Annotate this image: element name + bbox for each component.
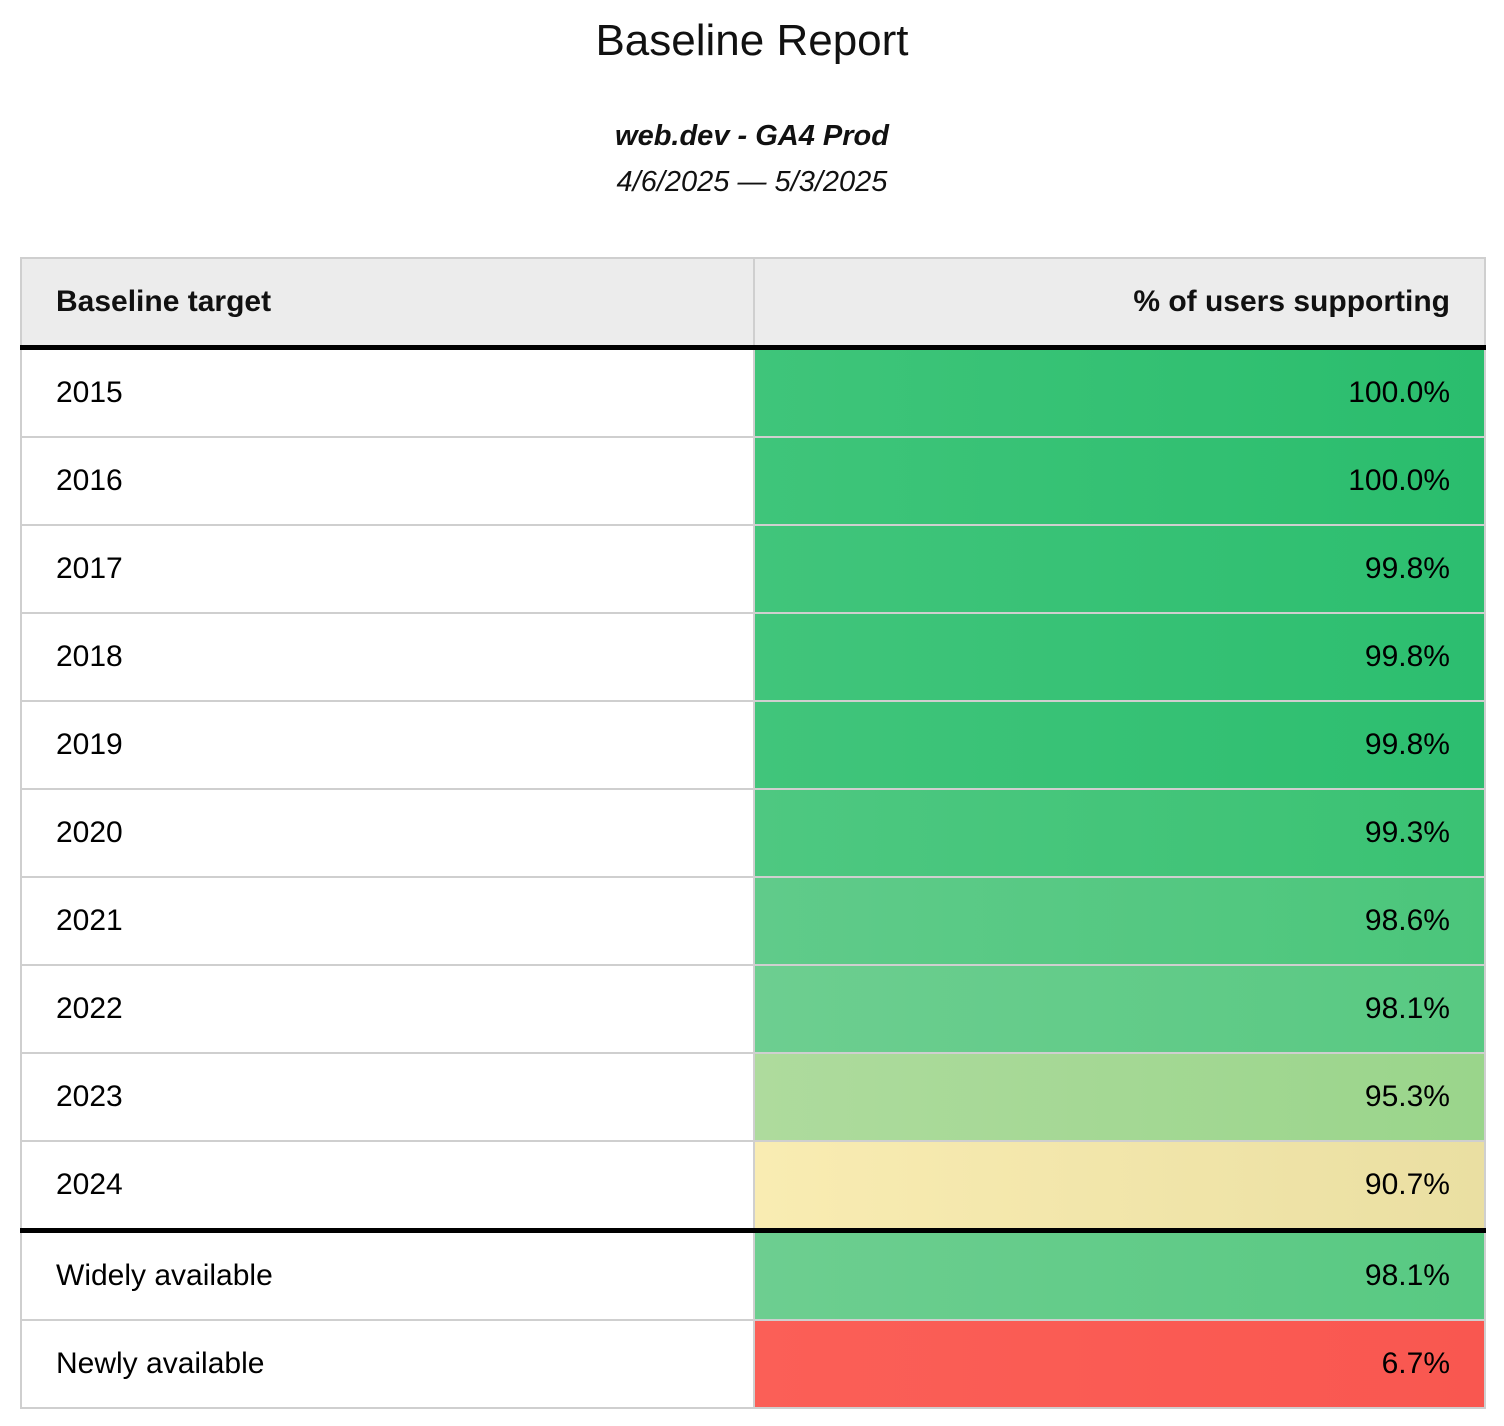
table-header-row: Baseline target % of users supporting	[21, 258, 1485, 351]
baseline-target-cell: Newly available	[21, 1319, 755, 1409]
table-header: Baseline target % of users supporting	[21, 258, 1485, 351]
baseline-target-cell: 2020	[21, 788, 755, 878]
table-row: Newly available 6.7%	[21, 1319, 1485, 1409]
table-row: 2024 90.7%	[21, 1140, 1485, 1231]
table-row: 2021 98.6%	[21, 876, 1485, 966]
table-row: 2015 100.0%	[21, 347, 1485, 438]
baseline-target-cell: 2022	[21, 964, 755, 1054]
baseline-target-cell: 2023	[21, 1052, 755, 1142]
percent-value-cell: 100.0%	[754, 347, 1485, 438]
percent-value-cell: 98.6%	[754, 876, 1485, 966]
baseline-target-cell: 2021	[21, 876, 755, 966]
baseline-target-cell: 2017	[21, 524, 755, 614]
report-date-range: 4/6/2025 — 5/3/2025	[616, 166, 888, 199]
table-row: 2019 99.8%	[21, 700, 1485, 790]
column-header-percent-users-supporting: % of users supporting	[754, 258, 1485, 351]
percent-value-cell: 99.8%	[754, 700, 1485, 790]
percent-value-cell: 95.3%	[754, 1052, 1485, 1142]
percent-value-cell: 99.3%	[754, 788, 1485, 878]
table-body: 2015 100.0% 2016 100.0% 2017 99.8% 2018 …	[21, 347, 1485, 1409]
baseline-target-cell: 2015	[21, 347, 755, 438]
baseline-table: Baseline target % of users supporting 20…	[20, 257, 1486, 1410]
percent-value-cell: 6.7%	[754, 1319, 1485, 1409]
percent-value-cell: 98.1%	[754, 964, 1485, 1054]
baseline-target-cell: 2018	[21, 612, 755, 702]
page-title: Baseline Report	[595, 16, 909, 65]
baseline-target-cell: 2019	[21, 700, 755, 790]
table-row: 2023 95.3%	[21, 1052, 1485, 1142]
report-subtitle: web.dev - GA4 Prod	[615, 119, 889, 152]
table-row: Widely available 98.1%	[21, 1228, 1485, 1321]
percent-value-cell: 100.0%	[754, 436, 1485, 526]
table-row: 2022 98.1%	[21, 964, 1485, 1054]
table-row: 2016 100.0%	[21, 436, 1485, 526]
percent-value-cell: 90.7%	[754, 1140, 1485, 1231]
percent-value-cell: 98.1%	[754, 1228, 1485, 1321]
percent-value-cell: 99.8%	[754, 612, 1485, 702]
baseline-target-cell: 2016	[21, 436, 755, 526]
percent-value-cell: 99.8%	[754, 524, 1485, 614]
table-row: 2018 99.8%	[21, 612, 1485, 702]
table-row: 2017 99.8%	[21, 524, 1485, 614]
table-row: 2020 99.3%	[21, 788, 1485, 878]
column-header-baseline-target: Baseline target	[21, 258, 755, 351]
baseline-target-cell: 2024	[21, 1140, 755, 1231]
baseline-target-cell: Widely available	[21, 1228, 755, 1321]
